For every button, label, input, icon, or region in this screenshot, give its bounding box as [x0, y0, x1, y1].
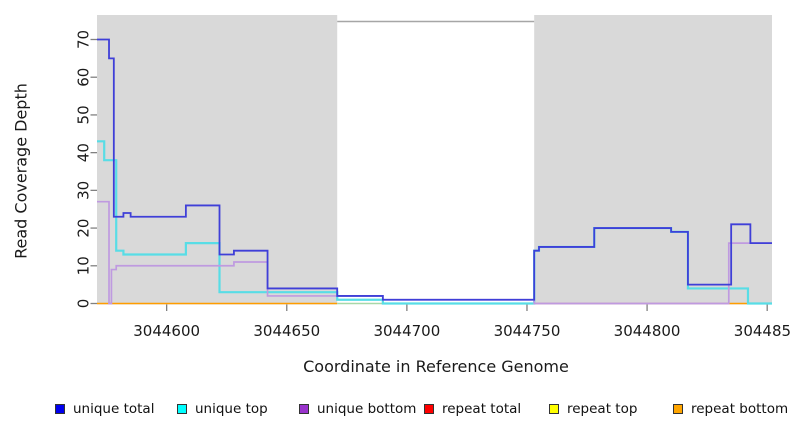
- legend-swatch-icon: [299, 404, 309, 414]
- shaded-background-region: [97, 15, 338, 305]
- legend-label: unique total: [73, 401, 155, 417]
- legend-label: repeat top: [567, 401, 638, 417]
- legend-swatch-icon: [549, 404, 559, 414]
- legend-item-repeat-total: repeat total: [424, 401, 521, 417]
- plot-area: 3044600 3044650 3044700 3044750 3044800 30448…: [75, 15, 792, 340]
- legend-item-unique-total: unique total: [55, 401, 154, 417]
- legend-swatch-icon: [55, 404, 65, 414]
- x-tick-label: 3044800: [614, 322, 681, 340]
- y-tick-label: 70: [75, 30, 93, 49]
- legend-swatch-icon: [424, 404, 434, 414]
- legend-label: repeat total: [442, 401, 522, 417]
- legend-item-repeat-bottom: repeat bottom: [673, 401, 788, 417]
- x-axis-title: Coordinate in Reference Genome: [303, 357, 569, 376]
- legend-label: unique bottom: [317, 401, 417, 417]
- legend-label: unique top: [195, 401, 268, 417]
- series-unique-total: [97, 38, 772, 301]
- legend-item-repeat-top: repeat top: [549, 401, 637, 417]
- y-tick-label: 40: [75, 143, 93, 162]
- y-tick-label: 0: [75, 299, 93, 309]
- x-tick-label: 3044750: [494, 322, 561, 340]
- legend-swatch-icon: [673, 404, 683, 414]
- x-tick-label: 3044700: [373, 322, 440, 340]
- x-tick-label: 3044650: [253, 322, 320, 340]
- legend-swatch-icon: [177, 404, 187, 414]
- x-tick-label: 3044600: [133, 322, 200, 340]
- y-tick-label: 60: [75, 68, 93, 87]
- legend-item-unique-top: unique top: [177, 401, 268, 417]
- legend-item-unique-bottom: unique bottom: [299, 401, 416, 417]
- series-unique-bottom: [97, 200, 772, 305]
- shaded-background-region: [534, 15, 772, 305]
- y-tick-label: 30: [75, 181, 93, 200]
- y-tick-label: 20: [75, 219, 93, 238]
- y-tick-label: 10: [75, 256, 93, 275]
- y-axis-title: Read Coverage Depth: [11, 83, 31, 259]
- legend-label: repeat bottom: [691, 401, 789, 417]
- y-tick-label: 50: [75, 105, 93, 124]
